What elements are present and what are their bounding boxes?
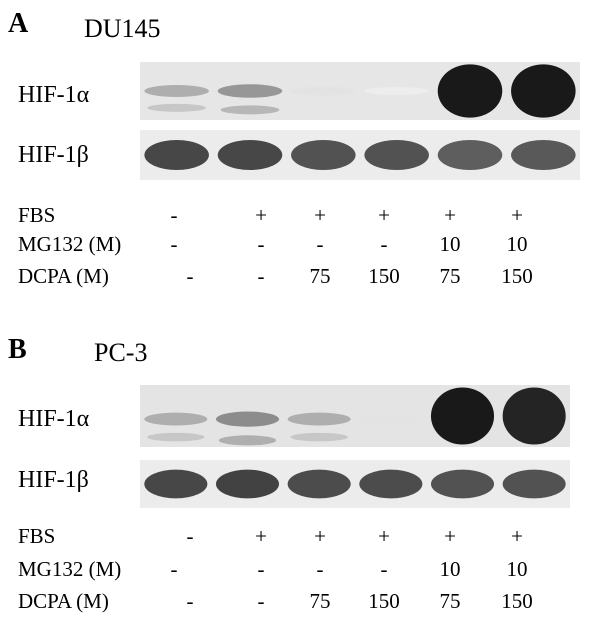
blot-band [291,140,356,170]
blot-band [437,64,503,118]
blot-band [144,84,209,98]
panel-a-dcpa-value: - [186,264,194,288]
blot-band [291,86,356,96]
panel-a-fbs-label: FBS [18,203,56,227]
blot-band-secondary [147,432,205,442]
blot-band [144,469,208,499]
panel-a-fbs-value: + [444,203,456,227]
panel-b-mg132-value: - [257,557,265,581]
panel-b-mg132-value: - [316,557,324,581]
panel-b-letter: B [8,334,27,365]
panel-a-mg132-value: - [257,232,265,256]
panel-b-fbs-value: - [186,524,194,548]
panel-a-fbs-value: + [378,203,390,227]
panel-a-hif1a-label: HIF-1α [18,82,90,108]
panel-b-fbs-value: + [378,524,390,548]
panel-a-letter: A [8,8,29,39]
panel-a-mg132-value: 10 [439,232,461,256]
panel-a-fbs-value: - [170,203,178,227]
panel-a-fbs-value: + [511,203,523,227]
blot-band [215,469,280,499]
panel-b-dcpa-value: 75 [439,589,461,613]
panel-b-mg132-value: - [380,557,388,581]
blot-band-secondary [147,103,206,112]
blot-band [359,414,423,424]
panel-b-mg132-value: - [170,557,178,581]
blot-background [140,130,580,180]
panel-b-hif1b-blot [140,460,570,508]
panel-b-mg132-label: MG132 (M) [18,557,122,581]
blot-band [215,411,280,427]
blot-band [287,469,351,499]
blot-band-secondary [290,432,348,442]
panel-a-fbs-value: + [255,203,267,227]
blot-band [502,387,566,445]
panel-a-hif1b-label: HIF-1β [18,142,89,168]
blot-band-secondary [220,105,280,115]
panel-b-dcpa-label: DCPA (M) [18,589,109,613]
panel-b-fbs-value: + [444,524,456,548]
panel-b-cell-line: PC-3 [94,338,148,367]
blot-band [217,84,283,98]
panel-b-mg132-value: 10 [506,557,528,581]
panel-a-mg132-value: - [170,232,178,256]
panel-a-fbs-value: + [314,203,326,227]
blot-band [364,140,429,170]
panel-a-mg132-label: MG132 (M) [18,232,122,256]
blot-band [287,412,351,426]
panel-a-hif1b-blot [140,130,580,180]
panel-b-hif1a-blot [140,385,570,447]
panel-a-dcpa-label: DCPA (M) [18,264,109,288]
panel-a-dcpa-value: - [257,264,265,288]
blot-background [140,385,570,447]
panel-b-fbs-value: + [255,524,267,548]
panel-a-dcpa-value: 75 [309,264,331,288]
panel-a-cell-line: DU145 [84,14,161,43]
blot-band [364,86,429,96]
blot-band [430,387,495,445]
panel-b-dcpa-value: 150 [368,589,400,613]
panel-a-dcpa-value: 150 [368,264,400,288]
panel-b-dcpa-value: 150 [501,589,533,613]
blot-band [144,140,209,170]
panel-b-dcpa-value: 75 [309,589,331,613]
blot-band [511,140,576,170]
panel-b-fbs-label: FBS [18,524,56,548]
panel-a-dcpa-value: 75 [439,264,461,288]
panel-a-mg132-value: - [380,232,388,256]
blot-band [144,412,208,426]
panel-a-mg132-value: - [316,232,324,256]
panel-b-hif1a-label: HIF-1α [18,406,90,432]
panel-b-fbs-value: + [511,524,523,548]
blot-band [359,469,423,499]
blot-band [437,140,503,170]
blot-band [502,469,566,499]
panel-b-fbs-value: + [314,524,326,548]
blot-band [430,469,495,499]
blot-background [140,460,570,508]
panel-b-hif1b-label: HIF-1β [18,467,89,493]
blot-background [140,62,580,120]
blot-band-secondary [218,435,277,446]
panel-a-hif1a-blot [140,62,580,120]
panel-b-mg132-value: 10 [439,557,461,581]
blot-band [511,64,576,118]
panel-a-dcpa-value: 150 [501,264,533,288]
blot-band [217,140,283,170]
panel-b-dcpa-value: - [186,589,194,613]
panel-a-mg132-value: 10 [506,232,528,256]
panel-b-dcpa-value: - [257,589,265,613]
